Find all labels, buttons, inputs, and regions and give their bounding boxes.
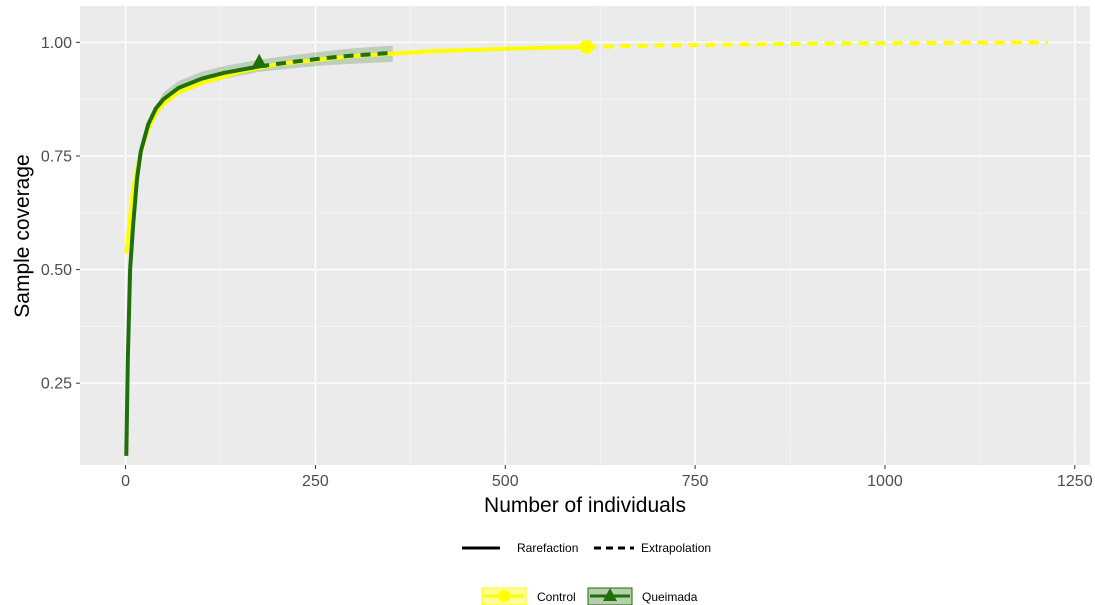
axes: 0 250 500 750 1000 1250 0.25 0.50 0.75 1.00 [41, 35, 1093, 490]
x-tick-label: 250 [302, 473, 329, 490]
legend-label-queimada: Queimada [642, 590, 698, 604]
x-tick-label: 500 [492, 473, 519, 490]
series-lines [124, 40, 1048, 456]
panel-background [80, 6, 1090, 465]
y-tick-label: 0.25 [41, 376, 72, 393]
x-tick-label: 1250 [1057, 473, 1093, 490]
legend-label-control: Control [537, 590, 576, 604]
y-tick-label: 0.50 [41, 262, 72, 279]
legend-label-extrapolation: Extrapolation [641, 541, 711, 555]
x-tick-label: 0 [121, 473, 130, 490]
extrapolation-line-control [586, 40, 1048, 49]
x-tick-label: 750 [682, 473, 709, 490]
extrapolation-line-queimada [258, 50, 394, 69]
observed-point-queimada [251, 53, 267, 68]
x-tick-label: 1000 [867, 473, 903, 490]
observed-point-control [579, 39, 594, 54]
rarefaction-line-queimada [124, 64, 260, 456]
observed-points [251, 39, 594, 68]
legend-groups: Control Queimada [481, 587, 698, 605]
legend-key-queimada-marker [603, 588, 617, 601]
x-axis-title: Number of individuals [484, 494, 686, 517]
y-tick-label: 1.00 [41, 35, 72, 52]
legend-label-rarefaction: Rarefaction [517, 541, 578, 555]
y-tick-label: 0.75 [41, 148, 72, 165]
y-axis-title: Sample coverage [11, 154, 34, 317]
grid [80, 6, 1090, 465]
legend-linetype: Rarefaction Extrapolation [462, 541, 711, 555]
legend-key-control-marker [498, 590, 510, 602]
